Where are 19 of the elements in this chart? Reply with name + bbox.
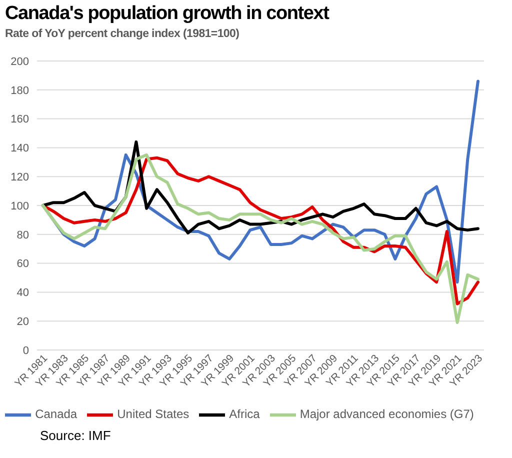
y-tick-label: 120 bbox=[10, 172, 29, 184]
y-tick-label: 60 bbox=[16, 258, 29, 270]
y-tick-label: 160 bbox=[10, 114, 29, 126]
chart-subtitle: Rate of YoY percent change index (1981=100) bbox=[5, 28, 240, 40]
y-tick-label: 20 bbox=[16, 316, 29, 328]
y-tick-label: 200 bbox=[10, 56, 29, 68]
legend-label: United States bbox=[117, 407, 190, 422]
y-tick-label: 40 bbox=[16, 287, 29, 300]
y-tick-label: 180 bbox=[10, 84, 29, 97]
source-note: Source: IMF bbox=[40, 428, 111, 443]
y-tick-label: 100 bbox=[10, 200, 29, 212]
line-series bbox=[42, 140, 480, 234]
legend-label: Major advanced economies (G7) bbox=[300, 407, 474, 422]
y-tick-label: 140 bbox=[10, 142, 29, 155]
legend-label: Africa bbox=[229, 407, 260, 422]
legend-label: Canada bbox=[35, 407, 78, 422]
chart-title: Canada's population growth in context bbox=[5, 3, 329, 25]
y-tick-label: 0 bbox=[22, 344, 29, 357]
y-tick-label: 80 bbox=[16, 229, 29, 242]
